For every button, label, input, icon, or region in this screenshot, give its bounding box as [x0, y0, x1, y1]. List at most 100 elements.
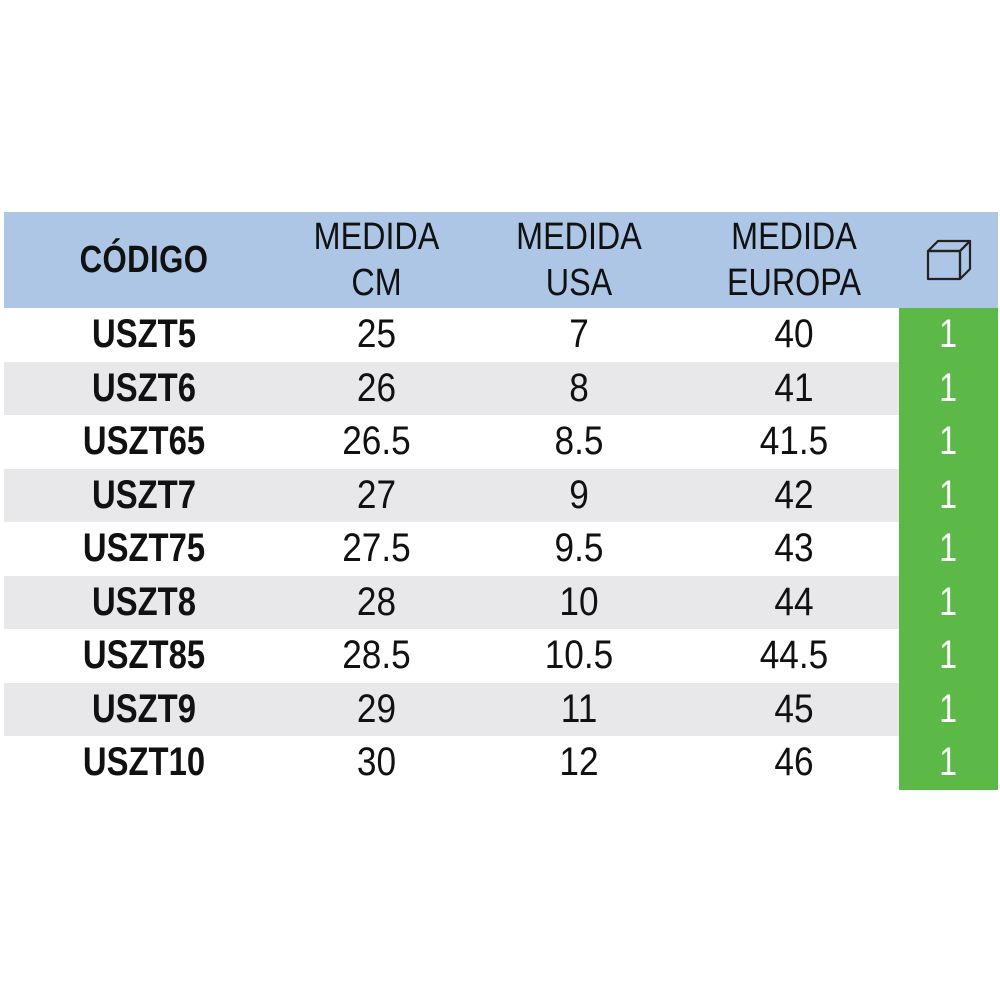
cm-cell-wrap: 25 [284, 312, 469, 357]
cm-cell-wrap: 27.5 [284, 526, 469, 571]
cm-cell-wrap: 27 [284, 473, 469, 518]
qty-cell: 1 [899, 361, 998, 415]
header-usa: MEDIDA USA [486, 214, 673, 306]
code-cell-wrap: USZT5 [4, 312, 284, 357]
qty-cell: 1 [899, 308, 998, 362]
cm-cell: 25 [356, 312, 397, 357]
europa-cell: 41 [774, 365, 814, 410]
usa-cell-wrap: 8.5 [469, 419, 689, 464]
header-cm: MEDIDA CM [298, 214, 455, 306]
table-row: USZT6 26 8 41 1 [4, 361, 998, 415]
table-row: USZT75 27.5 9.5 43 1 [4, 522, 998, 576]
code-cell: USZT85 [82, 633, 206, 678]
usa-cell: 9 [569, 472, 589, 517]
code-cell-wrap: USZT75 [4, 526, 284, 571]
usa-cell-wrap: 11 [469, 687, 689, 732]
cm-cell-wrap: 28 [284, 580, 469, 625]
table-body: USZT5 25 7 40 1 USZT6 26 8 41 1 USZT65 26.5 8.5 41.5 1… [4, 308, 998, 790]
usa-cell-wrap: 10.5 [469, 633, 689, 678]
qty-value: 1 [939, 740, 958, 785]
qty-value: 1 [939, 526, 958, 571]
europa-cell-wrap: 41.5 [689, 419, 899, 464]
cm-cell-wrap: 26.5 [284, 419, 469, 464]
code-cell-wrap: USZT9 [4, 687, 284, 732]
cm-cell: 30 [356, 740, 397, 785]
header-usa-line2: USA [545, 262, 613, 304]
header-usa-line1: MEDIDA [516, 216, 642, 258]
cm-cell-wrap: 29 [284, 687, 469, 732]
europa-cell: 41.5 [759, 419, 829, 464]
code-cell-wrap: USZT10 [4, 740, 284, 785]
europa-cell: 40 [774, 312, 814, 357]
table-row: USZT65 26.5 8.5 41.5 1 [4, 415, 998, 469]
table-row: USZT10 30 12 46 1 [4, 736, 998, 790]
europa-cell-wrap: 46 [689, 740, 899, 785]
qty-cell: 1 [899, 629, 998, 683]
code-cell: USZT8 [92, 579, 196, 624]
usa-cell: 10 [559, 579, 599, 624]
cm-cell-wrap: 26 [284, 366, 469, 411]
europa-cell: 44.5 [759, 633, 829, 678]
code-cell: USZT65 [82, 419, 206, 464]
qty-cell: 1 [899, 575, 998, 629]
code-cell: USZT6 [92, 365, 196, 410]
europa-cell-wrap: 44 [689, 580, 899, 625]
europa-cell: 46 [774, 740, 814, 785]
cm-cell: 27 [356, 472, 397, 517]
europa-cell-wrap: 40 [689, 312, 899, 357]
code-cell: USZT5 [92, 312, 196, 357]
header-cm-line2: CM [351, 262, 402, 304]
europa-cell-wrap: 41 [689, 366, 899, 411]
header-code: CÓDIGO [79, 238, 209, 281]
header-europa: MEDIDA EUROPA [705, 214, 884, 306]
europa-cell: 45 [774, 686, 814, 731]
usa-cell-wrap: 9 [469, 473, 689, 518]
table-row: USZT7 27 9 42 1 [4, 468, 998, 522]
qty-value: 1 [939, 633, 958, 678]
europa-cell-wrap: 42 [689, 473, 899, 518]
code-cell-wrap: USZT65 [4, 419, 284, 464]
usa-cell-wrap: 10 [469, 580, 689, 625]
code-cell-wrap: USZT85 [4, 633, 284, 678]
cm-cell-wrap: 28.5 [284, 633, 469, 678]
code-cell-wrap: USZT7 [4, 473, 284, 518]
usa-cell: 10.5 [544, 633, 614, 678]
usa-cell: 8 [569, 365, 589, 410]
europa-cell-wrap: 44.5 [689, 633, 899, 678]
qty-cell: 1 [899, 468, 998, 522]
header-box [899, 212, 998, 308]
header-cm-line1: MEDIDA [313, 216, 440, 258]
qty-value: 1 [939, 686, 958, 731]
qty-value: 1 [939, 365, 958, 410]
europa-cell: 42 [774, 472, 814, 517]
header-europa-line1: MEDIDA [731, 216, 857, 258]
code-cell: USZT7 [92, 472, 196, 517]
europa-cell: 44 [774, 579, 814, 624]
cm-cell: 26.5 [342, 419, 411, 464]
usa-cell-wrap: 9.5 [469, 526, 689, 571]
usa-cell-wrap: 12 [469, 740, 689, 785]
cm-cell: 28.5 [342, 633, 411, 678]
cm-cell-wrap: 30 [284, 740, 469, 785]
code-cell-wrap: USZT6 [4, 366, 284, 411]
qty-cell: 1 [899, 682, 998, 736]
code-cell-wrap: USZT8 [4, 580, 284, 625]
usa-cell: 8.5 [554, 419, 604, 464]
usa-cell: 12 [559, 740, 599, 785]
code-cell: USZT9 [92, 686, 196, 731]
qty-value: 1 [939, 419, 958, 464]
usa-cell: 9.5 [554, 526, 604, 571]
cm-cell: 28 [356, 579, 397, 624]
europa-cell-wrap: 45 [689, 687, 899, 732]
table-header: CÓDIGO MEDIDA CM MEDIDA USA MEDIDA EUROP… [4, 212, 998, 308]
europa-cell: 43 [774, 526, 814, 571]
table-row: USZT85 28.5 10.5 44.5 1 [4, 629, 998, 683]
box-icon [926, 239, 971, 281]
table-row: USZT9 29 11 45 1 [4, 682, 998, 736]
usa-cell-wrap: 8 [469, 366, 689, 411]
table-row: USZT5 25 7 40 1 [4, 308, 998, 362]
usa-cell: 7 [569, 312, 589, 357]
qty-cell: 1 [899, 736, 998, 790]
code-cell: USZT75 [82, 526, 206, 571]
